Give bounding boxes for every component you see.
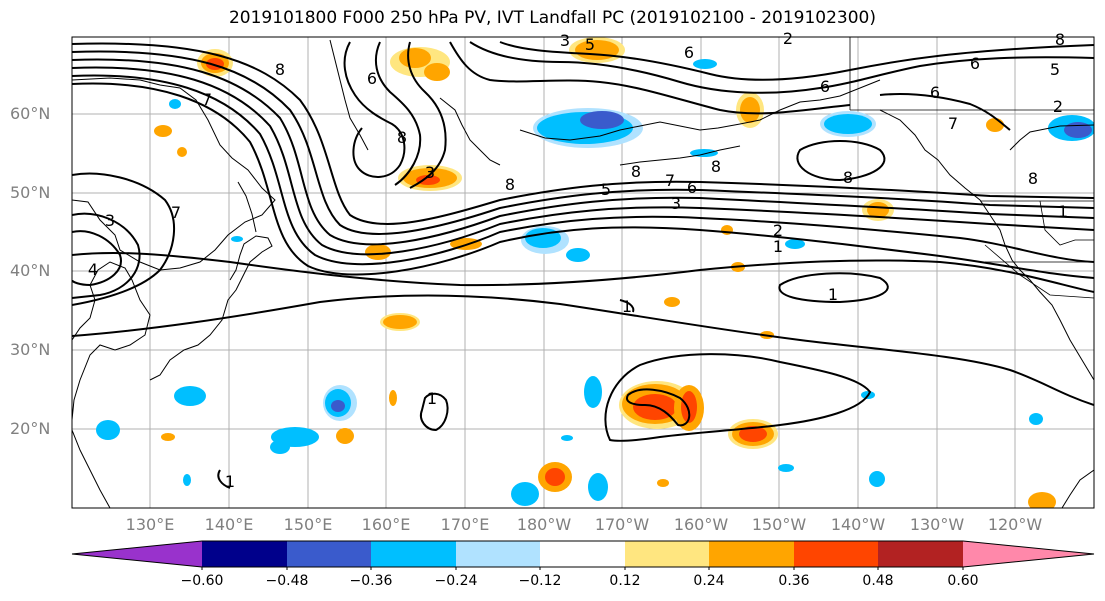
map-frame bbox=[71, 36, 1095, 509]
colorbar-tick: −0.60 bbox=[180, 573, 224, 589]
colorbar-bin bbox=[878, 541, 963, 567]
contour-label: 5 bbox=[1050, 60, 1060, 79]
lon-label: 140°W bbox=[830, 515, 886, 534]
map-title: 2019101800 F000 250 hPa PV, IVT Landfall… bbox=[228, 8, 876, 28]
contour-label: 5 bbox=[585, 35, 595, 54]
colorbar-extend-low bbox=[72, 541, 202, 567]
map-background bbox=[72, 37, 1094, 508]
colorbar-tick: −0.24 bbox=[434, 573, 478, 589]
contour-label: 1 bbox=[828, 285, 838, 304]
contour-label: 3 bbox=[671, 194, 681, 213]
contour-label: 2 bbox=[773, 221, 783, 240]
contour-label: 1 bbox=[225, 472, 235, 491]
contour-label: 8 bbox=[1055, 30, 1065, 49]
lon-label: 160°E bbox=[361, 515, 411, 534]
contour-label: 7 bbox=[665, 171, 675, 190]
lat-label: 20°N bbox=[10, 419, 51, 438]
contour-label: 8 bbox=[505, 175, 515, 194]
colorbar-bin bbox=[709, 541, 794, 567]
lon-label: 180°W bbox=[516, 515, 572, 534]
contour-label: 1 bbox=[1058, 202, 1068, 221]
pv-shading bbox=[96, 37, 1094, 508]
contour-label: 4 bbox=[88, 260, 98, 279]
lon-label: 130°W bbox=[909, 515, 965, 534]
contour-labels: 8 7 3 5 2 6 8 3 8 8 5 6 7 8 6 6 8 8 7 6 … bbox=[88, 29, 1068, 491]
colorbar-tick: 0.60 bbox=[947, 573, 979, 589]
map-plot: 8 7 3 5 2 6 8 3 8 8 5 6 7 8 6 6 8 8 7 6 … bbox=[71, 29, 1095, 509]
contour-label: 3 bbox=[560, 31, 570, 50]
lon-label: 160°W bbox=[673, 515, 729, 534]
colorbar-bin bbox=[371, 541, 456, 567]
contour-label: 1 bbox=[773, 237, 783, 256]
lon-label: 170°E bbox=[440, 515, 490, 534]
colorbar-bin bbox=[287, 541, 371, 567]
contour-label: 8 bbox=[711, 157, 721, 176]
contour-label: 8 bbox=[275, 60, 285, 79]
contour-label: 3 bbox=[425, 163, 435, 182]
colorbar-tick: 0.12 bbox=[609, 573, 641, 589]
colorbar-tick: −0.48 bbox=[265, 573, 309, 589]
colorbar-bin bbox=[456, 541, 540, 567]
colorbar-bin bbox=[625, 541, 709, 567]
lon-label: 130°E bbox=[125, 515, 175, 534]
contour-label: 7 bbox=[171, 203, 181, 222]
ivt-contours bbox=[72, 41, 1094, 489]
contour-label: 7 bbox=[202, 90, 212, 109]
colorbar-tick: 0.24 bbox=[693, 573, 725, 589]
lon-label: 150°E bbox=[283, 515, 333, 534]
lat-label: 50°N bbox=[10, 183, 51, 202]
contour-label: 6 bbox=[684, 43, 694, 62]
contour-label: 6 bbox=[367, 69, 377, 88]
lon-label: 170°W bbox=[594, 515, 650, 534]
lat-label: 30°N bbox=[10, 340, 51, 359]
lat-label: 60°N bbox=[10, 104, 51, 123]
colorbar-bin bbox=[794, 541, 878, 567]
contour-label: 2 bbox=[783, 29, 793, 48]
colorbar-tick: −0.36 bbox=[349, 573, 393, 589]
contour-label: 6 bbox=[820, 77, 830, 96]
contour-label: 8 bbox=[631, 162, 641, 181]
colorbar-tick: 0.36 bbox=[778, 573, 810, 589]
colorbar-extend-high bbox=[963, 541, 1094, 567]
contour-label: 6 bbox=[970, 54, 980, 73]
colorbar-tick: −0.12 bbox=[518, 573, 562, 589]
colorbar-bin bbox=[202, 541, 287, 567]
contour-label: 8 bbox=[843, 168, 853, 187]
lat-label: 40°N bbox=[10, 261, 51, 280]
contour-label: 5 bbox=[601, 180, 611, 199]
contour-label: 3 bbox=[105, 211, 115, 230]
contour-label: 8 bbox=[397, 128, 407, 147]
coastlines bbox=[72, 39, 1094, 508]
colorbar bbox=[71, 540, 1095, 570]
lon-label: 150°W bbox=[751, 515, 807, 534]
contour-label: 8 bbox=[1028, 169, 1038, 188]
lon-label: 140°E bbox=[204, 515, 254, 534]
lon-label: 120°W bbox=[987, 515, 1043, 534]
contour-label: 1 bbox=[622, 297, 632, 316]
contour-label: 6 bbox=[930, 83, 940, 102]
contour-label: 1 bbox=[427, 389, 437, 408]
contour-label: 7 bbox=[948, 114, 958, 133]
colorbar-tick: 0.48 bbox=[862, 573, 894, 589]
contour-label: 2 bbox=[1053, 97, 1063, 116]
contour-label: 6 bbox=[687, 178, 697, 197]
colorbar-bin bbox=[540, 541, 625, 567]
